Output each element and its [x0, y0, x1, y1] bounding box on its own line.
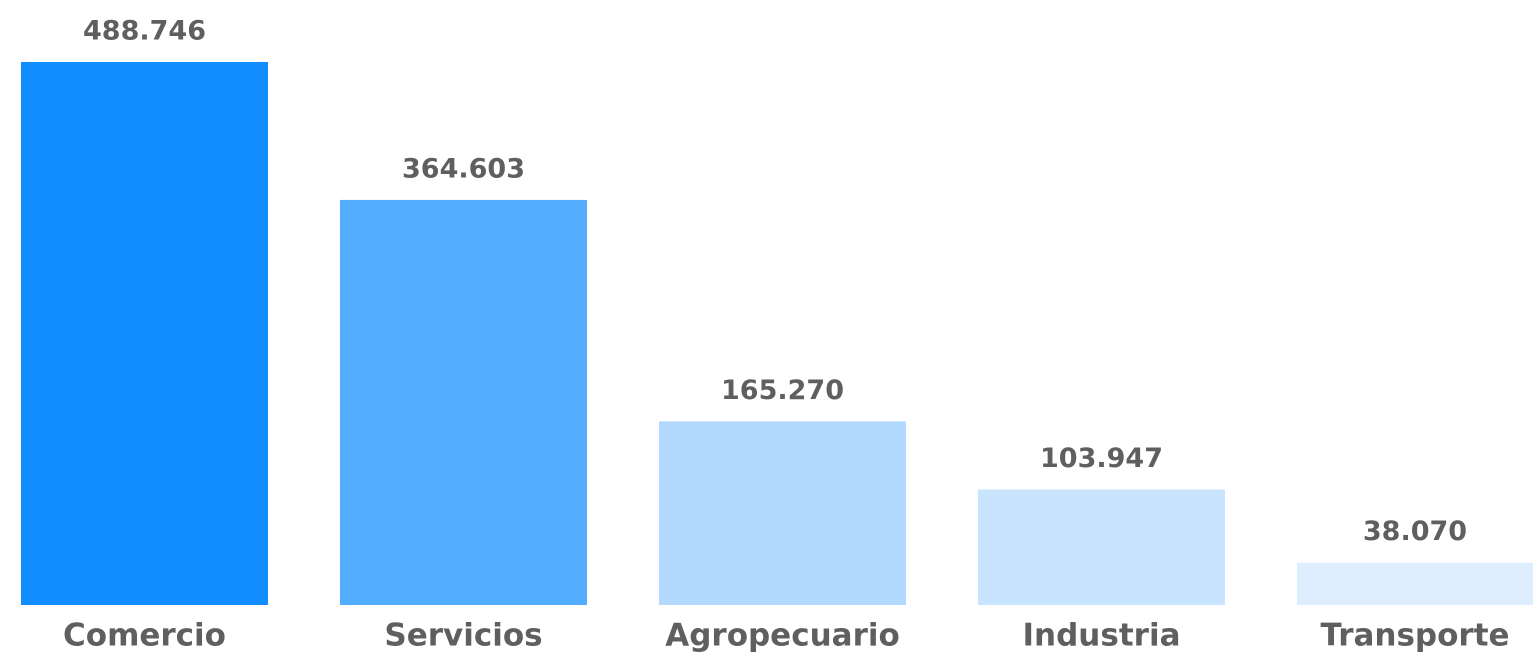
bar	[659, 421, 906, 605]
bar	[978, 489, 1225, 605]
category-label: Transporte	[1320, 618, 1509, 654]
value-label: 38.070	[1363, 516, 1467, 547]
category-label: Agropecuario	[665, 618, 900, 654]
bar	[340, 199, 587, 605]
value-label: 364.603	[402, 153, 525, 184]
value-label: 103.947	[1040, 443, 1163, 474]
category-label: Servicios	[384, 618, 542, 654]
category-label: Industria	[1023, 618, 1181, 654]
bar	[21, 62, 268, 605]
value-label: 488.746	[83, 16, 206, 47]
value-label: 165.270	[721, 375, 844, 406]
bar	[1297, 562, 1533, 605]
category-label: Comercio	[63, 618, 226, 654]
